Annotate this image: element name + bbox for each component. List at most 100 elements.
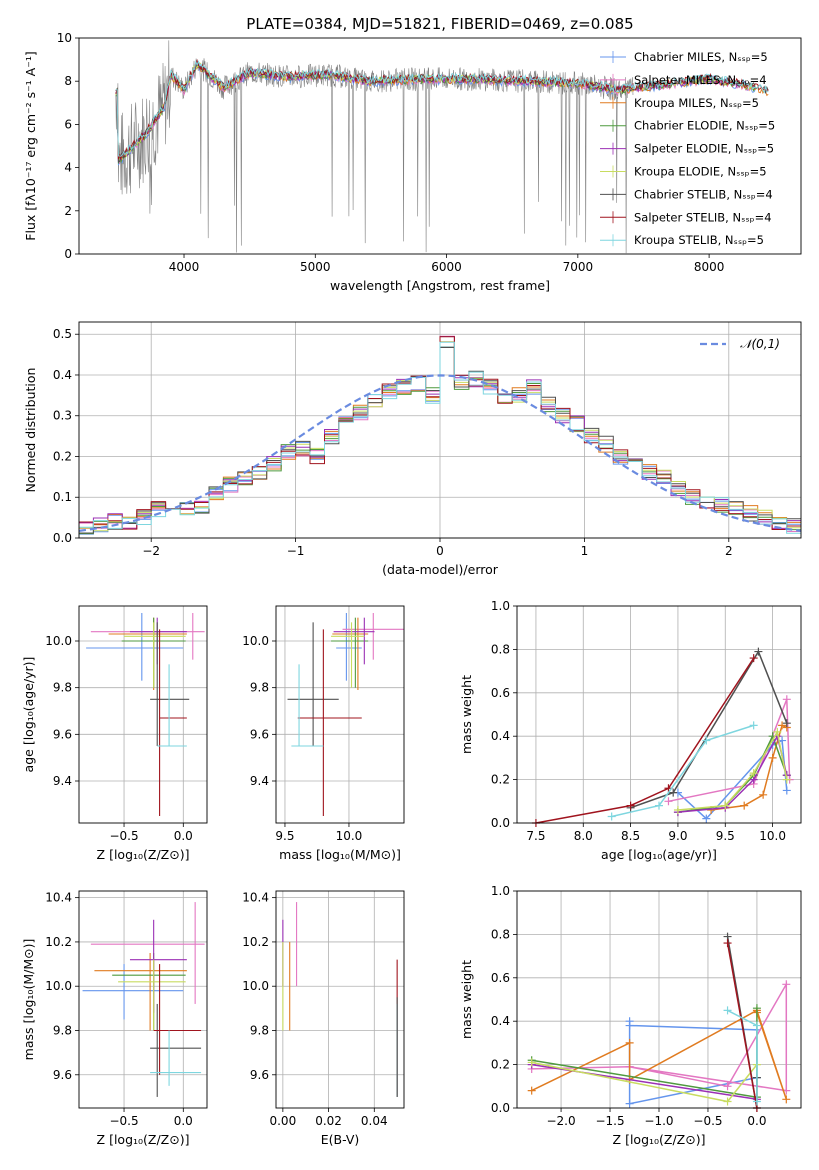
x-tick-label: 0.0 [174, 1114, 193, 1128]
axes-frame [78, 890, 208, 1109]
mass-weight-line [611, 724, 754, 818]
mass-weight-marker [754, 647, 763, 656]
x-tick-label: 5000 [300, 260, 331, 274]
y-axis-label: mass weight [459, 960, 474, 1039]
mass-weight-marker [782, 695, 791, 704]
y-tick-label: 0.4 [491, 729, 510, 743]
residuals-panel: −2 −1 0 1 2 0.0 0.1 0.2 0.3 0.4 0.5 (data-model)/er… [23, 321, 802, 577]
y-tick-label: 0.0 [53, 531, 72, 545]
legend-label: Kroupa STELIB, Nₛₛₚ=5 [634, 233, 764, 247]
legend-label: Chabrier ELODIE, Nₛₛₚ=5 [634, 119, 775, 133]
x-tick-label: −1.0 [644, 1114, 673, 1128]
massweight-vs-z-panel: −2.0 −1.5 −1.0 −0.5 0.0 0.0 0.2 0.4 0.6 0.8 1.0 Z [… [459, 884, 802, 1147]
mass-weight-marker [752, 1004, 761, 1013]
y-tick-label: 0.2 [491, 1058, 510, 1072]
mass-weight-marker [625, 1038, 634, 1047]
x-tick-label: 10.0 [759, 829, 786, 843]
x-tick-label: 0.04 [361, 1114, 388, 1128]
x-axis-label: mass [log₁₀(M/M⊙)] [279, 847, 401, 862]
mass-weight-marker [782, 786, 791, 795]
x-tick-label: 0.0 [174, 829, 193, 843]
mass-weight-marker [740, 801, 749, 810]
mass-weight-marker [673, 805, 682, 814]
histogram-step-line [79, 341, 801, 538]
y-tick-label: 6 [64, 117, 72, 131]
age-vs-mass-panel: 9.5 10.0 9.4 9.6 9.8 10.0 mass [log₁₀(M/M⊙)] [242, 605, 405, 862]
y-tick-label: 9.8 [53, 1024, 72, 1038]
legend-label: Salpeter STELIB, Nₛₛₚ=4 [634, 210, 772, 224]
y-tick-label: 9.6 [53, 727, 72, 741]
mass-weight-marker [782, 775, 791, 784]
mass-weight-line [531, 981, 788, 1092]
age-vs-z-panel: −0.5 0.0 9.4 9.6 9.8 10.0 Z [log₁₀(Z/Z⊙)] age [… [21, 605, 208, 862]
mass-weight-marker [607, 812, 616, 821]
x-tick-label: 1 [581, 544, 589, 558]
y-tick-label: 0.6 [491, 971, 510, 985]
y-tick-label: 10.0 [45, 979, 72, 993]
x-axis-label: age [log₁₀(age/yr)] [601, 847, 717, 862]
mass-weight-marker [773, 727, 782, 736]
legend-label: Kroupa MILES, Nₛₛₚ=5 [634, 96, 759, 110]
y-tick-label: 0.8 [491, 927, 510, 941]
axes-frame [516, 890, 802, 1109]
mass-weight-marker [749, 769, 758, 778]
x-tick-label: 8000 [694, 260, 725, 274]
axes-frame [275, 890, 405, 1109]
x-tick-label: 6000 [431, 260, 462, 274]
y-tick-label: 1.0 [491, 599, 510, 613]
mass-weight-marker [625, 1021, 634, 1030]
y-tick-label: 0 [64, 247, 72, 261]
mass-weight-marker [527, 1058, 536, 1067]
mass-weight-marker [664, 797, 673, 806]
y-tick-label: 0.0 [491, 1101, 510, 1115]
x-axis-label: wavelength [Angstrom, rest frame] [330, 278, 550, 293]
figure-title: PLATE=0384, MJD=51821, FIBERID=0469, z=0… [246, 15, 633, 33]
x-tick-label: 10.0 [336, 829, 363, 843]
x-tick-label: 7.5 [526, 829, 545, 843]
x-tick-label: 9.5 [275, 829, 294, 843]
y-tick-label: 1.0 [491, 884, 510, 898]
mass-weight-line [677, 729, 788, 811]
y-tick-label: 10.0 [242, 634, 269, 648]
x-tick-label: 0.00 [269, 1114, 296, 1128]
y-tick-label: 0.4 [53, 368, 72, 382]
mass-weight-line [630, 649, 788, 809]
y-tick-label: 10.0 [45, 634, 72, 648]
y-tick-label: 9.6 [53, 1068, 72, 1082]
mass-weight-line [531, 1009, 788, 1100]
y-tick-label: 0.0 [491, 816, 510, 830]
y-tick-label: 10.2 [45, 935, 72, 949]
axes-frame [516, 605, 802, 824]
mass-weight-marker [655, 801, 663, 810]
y-axis-label: Flux [fλ10⁻¹⁷ erg cm⁻² s⁻¹ A⁻¹] [23, 51, 38, 240]
y-axis-label: Normed distribution [23, 368, 38, 493]
y-axis-label: mass [log₁₀(M/M⊙)] [21, 939, 36, 1061]
y-tick-label: 0.8 [491, 642, 510, 656]
mass-weight-marker [669, 788, 678, 797]
mass-weight-marker [752, 1021, 761, 1030]
y-tick-label: 9.6 [250, 1068, 269, 1082]
mass-weight-marker [723, 1082, 732, 1091]
mass-vs-z-panel: −0.5 0.0 9.6 9.8 10.0 10.2 10.4 Z [log₁₀(Z/Z⊙)]… [21, 890, 208, 1147]
x-tick-label: 0.02 [315, 1114, 342, 1128]
axes-frame [78, 605, 208, 824]
mass-weight-marker [752, 1097, 761, 1106]
mass-weight-marker [749, 654, 758, 663]
mass-weight-marker [782, 980, 791, 989]
y-tick-label: 0.6 [491, 686, 510, 700]
x-tick-label: 0 [436, 544, 444, 558]
mass-weight-marker [759, 790, 768, 799]
y-tick-label: 0.2 [491, 773, 510, 787]
y-tick-label: 0.2 [53, 449, 72, 463]
x-tick-label: −1.5 [595, 1114, 624, 1128]
y-axis-label: age [log₁₀(age/yr)] [21, 657, 36, 773]
mass-weight-marker [782, 1095, 791, 1104]
axes-frame [78, 37, 802, 255]
axes-frame [78, 321, 802, 539]
x-tick-label: −0.5 [109, 829, 138, 843]
mass-weight-marker [749, 721, 758, 730]
y-tick-label: 9.8 [250, 681, 269, 695]
mass-weight-line [668, 699, 791, 803]
x-axis-label: E(B-V) [321, 1132, 360, 1147]
mass-weight-line [677, 734, 788, 813]
